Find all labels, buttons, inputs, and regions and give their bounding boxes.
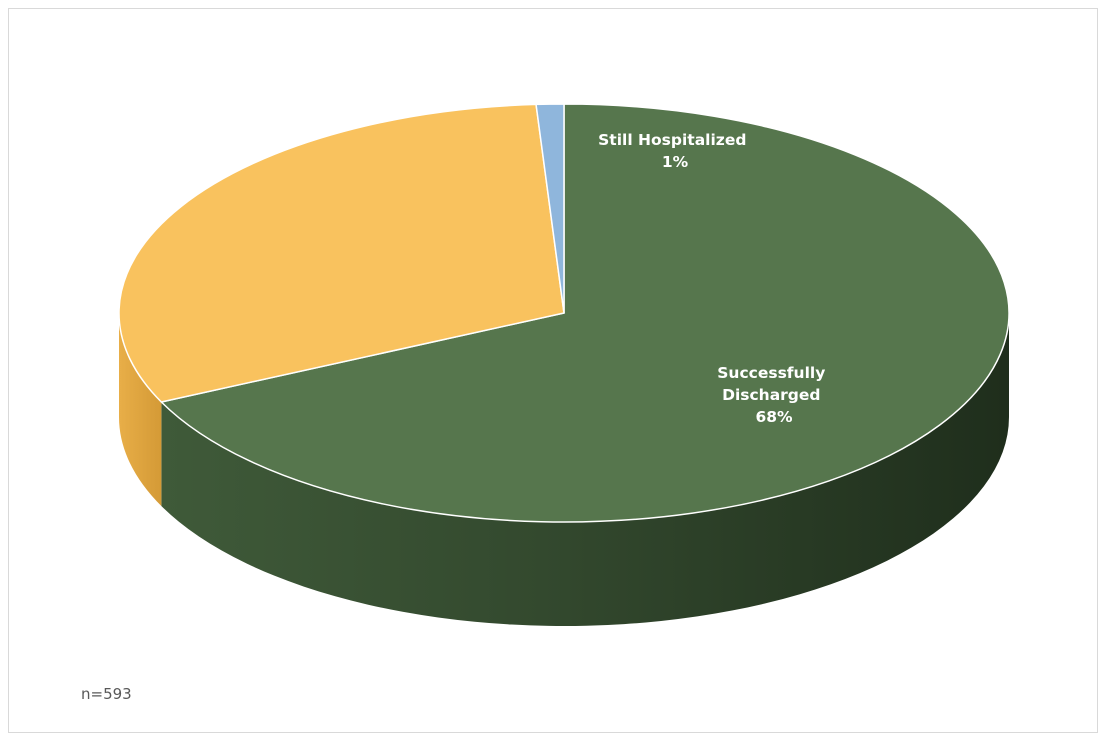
pie-slice-still-hospitalized [535, 103, 565, 314]
slice-label-still-hospitalized: Still Hospitalized 1% [598, 131, 752, 171]
chart-frame: Still Hospitalized 1% Successfully Disch… [8, 8, 1098, 733]
pie-slice-unlabeled [118, 103, 565, 403]
pie-side-successfully-discharged [161, 313, 1010, 626]
slice-label-successfully-discharged: Successfully Discharged 68% [717, 364, 830, 426]
sample-size-note: n=593 [81, 685, 132, 703]
pie-side-unlabeled [119, 313, 162, 506]
pie-slice-successfully-discharged [160, 103, 1010, 523]
pie-chart: Still Hospitalized 1% Successfully Disch… [118, 103, 1010, 626]
